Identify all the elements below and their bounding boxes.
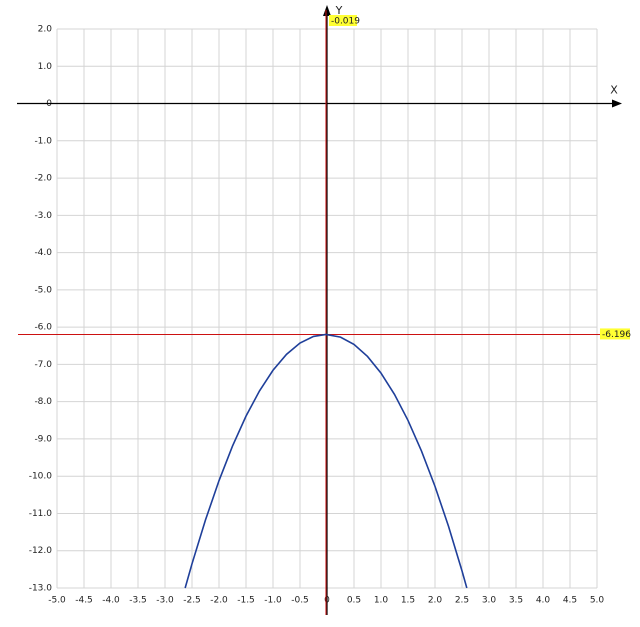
x-tick-label: -2.0 — [210, 596, 228, 606]
y-tick-label: -1.0 — [34, 136, 52, 146]
crosshair-x-label: -0.019 — [331, 17, 360, 27]
x-tick-label: -0.5 — [291, 596, 309, 606]
x-tick-label: -2.5 — [183, 596, 201, 606]
x-tick-label: 2.5 — [455, 596, 469, 606]
y-tick-label: -5.0 — [34, 285, 52, 295]
y-tick-label: -8.0 — [34, 397, 52, 407]
x-tick-label: -4.0 — [102, 596, 120, 606]
y-axis-arrow — [323, 5, 331, 16]
y-tick-label: -13.0 — [29, 584, 53, 594]
curve — [184, 333, 468, 589]
x-tick-label: 3.5 — [509, 596, 523, 606]
x-tick-label: -3.5 — [129, 596, 147, 606]
x-tick-label: 1.5 — [401, 596, 415, 606]
x-axis-label: X — [610, 84, 618, 97]
y-tick-label: 2.0 — [38, 25, 53, 35]
x-tick-label: -3.0 — [156, 596, 174, 606]
y-tick-label: -3.0 — [34, 211, 52, 221]
x-tick-label: 4.5 — [563, 596, 577, 606]
x-axis-arrow — [612, 99, 622, 108]
y-tick-label: -11.0 — [29, 509, 53, 519]
x-tick-label: -1.5 — [237, 596, 255, 606]
x-tick-label: 1.0 — [374, 596, 389, 606]
x-tick-label: -5.0 — [48, 596, 66, 606]
crosshair-y-label-box — [600, 328, 630, 340]
y-tick-label: -2.0 — [34, 174, 52, 184]
y-tick-label: -10.0 — [29, 472, 53, 482]
y-tick-label: -9.0 — [34, 434, 52, 444]
x-tick-label: 4.0 — [536, 596, 551, 606]
crosshair-x-label-box — [328, 15, 357, 26]
crosshair-y-label: -6.196 — [602, 330, 631, 340]
y-tick-label: -4.0 — [34, 248, 52, 258]
y-tick-label: -12.0 — [29, 546, 53, 556]
x-tick-label: -4.5 — [75, 596, 93, 606]
x-tick-label: 5.0 — [590, 596, 605, 606]
x-tick-label: -1.0 — [264, 596, 282, 606]
x-tick-label: 3.0 — [482, 596, 497, 606]
y-axis-label: Y — [335, 4, 343, 17]
x-tick-label: 2.0 — [428, 596, 443, 606]
y-tick-label: -6.0 — [34, 323, 52, 333]
y-tick-label: 1.0 — [38, 62, 53, 72]
x-tick-label: 0.5 — [347, 596, 361, 606]
y-tick-label: -7.0 — [34, 360, 52, 370]
